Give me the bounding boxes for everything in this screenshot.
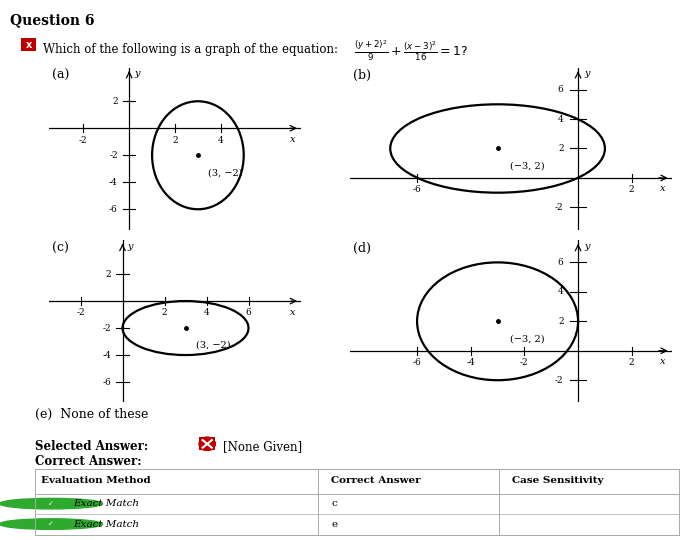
Text: Correct Answer:: Correct Answer: — [35, 455, 141, 468]
Text: -2: -2 — [102, 323, 111, 333]
Text: -2: -2 — [109, 151, 118, 160]
Text: x: x — [26, 39, 32, 50]
Text: Exact Match: Exact Match — [74, 519, 139, 529]
Text: -2: -2 — [555, 376, 564, 384]
Text: ✓: ✓ — [48, 521, 54, 527]
Text: 6: 6 — [558, 85, 564, 94]
Text: Evaluation Method: Evaluation Method — [41, 476, 151, 485]
Text: Selected Answer:: Selected Answer: — [35, 440, 148, 453]
Text: x: x — [660, 185, 666, 193]
Text: (a): (a) — [52, 69, 69, 82]
Text: -4: -4 — [466, 358, 475, 367]
Text: x: x — [290, 135, 296, 144]
Text: 4: 4 — [558, 287, 564, 296]
Text: -6: -6 — [102, 377, 111, 387]
Text: Correct Answer: Correct Answer — [331, 476, 421, 485]
Text: [None Given]: [None Given] — [223, 440, 302, 453]
Text: 4: 4 — [218, 136, 224, 145]
Text: (b): (b) — [354, 69, 371, 82]
Text: 4: 4 — [204, 308, 209, 318]
Text: (−3, 2): (−3, 2) — [510, 161, 545, 171]
Circle shape — [0, 498, 103, 509]
Circle shape — [0, 519, 103, 529]
Text: 2: 2 — [629, 185, 635, 194]
Text: y: y — [127, 242, 133, 251]
Text: -2: -2 — [79, 136, 88, 145]
Text: x: x — [290, 308, 296, 316]
Text: e: e — [331, 519, 337, 529]
Text: y: y — [584, 69, 590, 78]
Text: -4: -4 — [102, 350, 111, 360]
Text: -6: -6 — [413, 358, 421, 367]
Text: y: y — [584, 242, 590, 251]
Text: (e)  None of these: (e) None of these — [35, 408, 148, 421]
Text: -6: -6 — [109, 205, 118, 214]
Text: (d): (d) — [354, 242, 371, 255]
Text: x: x — [660, 357, 666, 366]
Text: Exact Match: Exact Match — [74, 499, 139, 508]
Text: 6: 6 — [558, 258, 564, 267]
Text: Case Sensitivity: Case Sensitivity — [512, 476, 603, 485]
Text: (3, −2): (3, −2) — [208, 168, 243, 177]
Text: -4: -4 — [109, 178, 118, 187]
Text: 2: 2 — [558, 317, 564, 326]
Text: 2: 2 — [112, 97, 118, 106]
Text: Question 6: Question 6 — [10, 14, 95, 28]
Text: y: y — [134, 69, 140, 78]
Text: 2: 2 — [106, 269, 111, 279]
Text: (−3, 2): (−3, 2) — [510, 334, 545, 343]
Text: -2: -2 — [520, 358, 528, 367]
Text: (c): (c) — [52, 242, 69, 255]
Circle shape — [199, 437, 216, 451]
Text: $\frac{(y+2)^2}{9} + \frac{(x-3)^2}{16} = 1?$: $\frac{(y+2)^2}{9} + \frac{(x-3)^2}{16} … — [354, 39, 468, 63]
Text: 2: 2 — [172, 136, 178, 145]
Text: ✓: ✓ — [48, 501, 54, 507]
Text: -2: -2 — [76, 308, 85, 318]
Text: 2: 2 — [558, 144, 564, 153]
Text: -6: -6 — [413, 185, 421, 194]
Text: Which of the following is a graph of the equation:: Which of the following is a graph of the… — [43, 43, 338, 56]
Text: 6: 6 — [246, 308, 251, 318]
Text: (3, −2): (3, −2) — [195, 341, 230, 350]
Text: 2: 2 — [162, 308, 167, 318]
Text: c: c — [331, 499, 337, 508]
Text: -2: -2 — [555, 203, 564, 212]
Text: 2: 2 — [629, 358, 635, 367]
Text: 4: 4 — [558, 114, 564, 124]
